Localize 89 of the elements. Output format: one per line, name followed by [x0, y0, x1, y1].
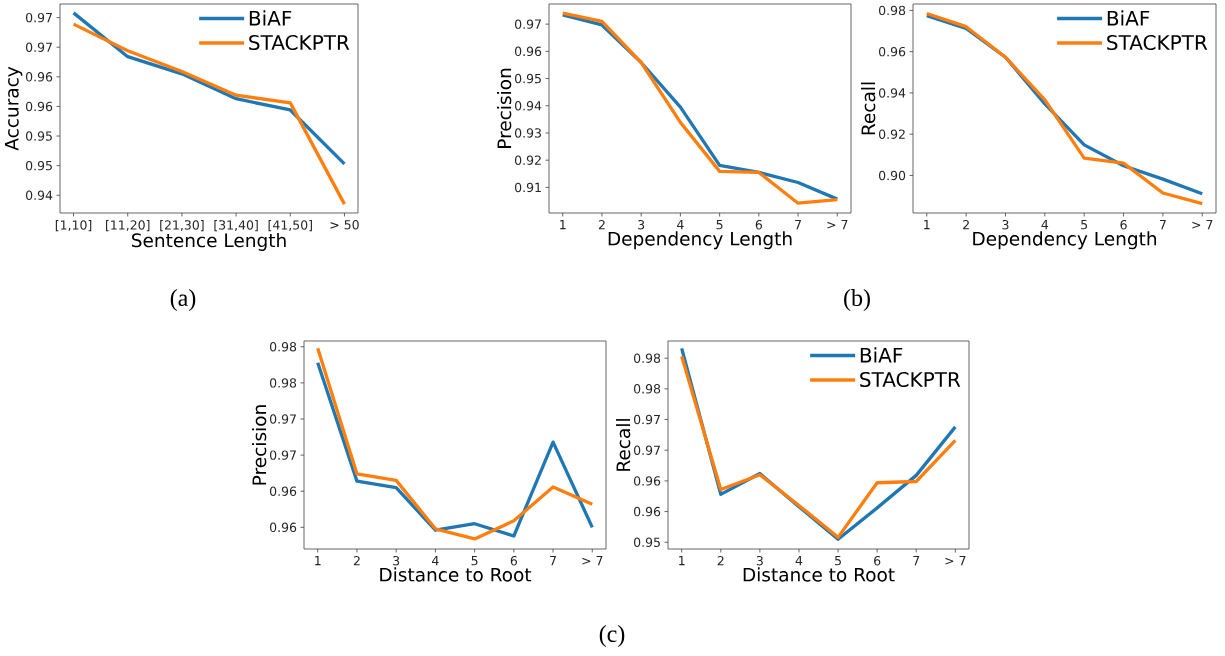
x-tick-label: 5 [835, 556, 841, 566]
x-tick-label: > 7 [945, 556, 966, 566]
y-tick-label: 0.96 [633, 476, 661, 486]
x-tick-label: 4 [677, 220, 684, 230]
y-tick-label: 0.96 [269, 486, 297, 496]
x-tick-label: 7 [795, 220, 801, 230]
text: (b) [844, 289, 870, 311]
x-tick-label: 1 [560, 220, 566, 230]
x-tick-label: > 50 [330, 220, 359, 230]
legend-label: BiAF [1107, 10, 1150, 26]
y-tick-label: 0.96 [514, 46, 542, 57]
x-tick-label: > 7 [827, 220, 848, 230]
x-tick-label: 2 [717, 556, 724, 566]
y-tick-label: 0.94 [25, 190, 53, 200]
x-tick-label: 2 [353, 556, 360, 566]
x-tick-label: 6 [1120, 220, 1127, 230]
y-tick-label: 0.93 [514, 128, 541, 138]
x-tick-label: 5 [716, 220, 723, 230]
x-tick-label: 6 [874, 556, 881, 566]
legend-label: STACKPTR [1107, 34, 1208, 51]
y-tick-label: 0.97 [633, 445, 660, 455]
x-tick-label: 1 [679, 556, 685, 566]
y-tick-label: 0.98 [633, 384, 661, 394]
y-tick-label: 0.96 [633, 506, 661, 517]
y-axis-title: Precision [251, 405, 267, 485]
x-tick-label: [1,10] [55, 220, 92, 232]
y-axis-title: Precision [496, 68, 512, 148]
y-tick-label: 0.96 [878, 46, 906, 57]
y-tick-label: 0.90 [878, 170, 906, 181]
y-tick-label: 0.96 [25, 72, 53, 82]
x-tick-label: 6 [755, 220, 763, 230]
x-tick-label: [31,40] [214, 220, 258, 232]
x-tick-label: 1 [315, 556, 321, 566]
x-tick-label: 6 [510, 556, 518, 566]
x-tick-label: 4 [432, 556, 439, 566]
y-tick-label: 0.92 [514, 155, 541, 165]
y-tick-label: 0.95 [25, 131, 52, 141]
y-tick-label: 0.97 [269, 450, 296, 460]
x-tick-label: 7 [913, 556, 920, 566]
y-tick-label: 0.98 [633, 353, 661, 363]
x-tick-label: 7 [550, 556, 556, 566]
y-tick-label: 0.95 [25, 160, 52, 171]
y-tick-label: 0.98 [269, 342, 297, 352]
text: (a) [170, 289, 196, 311]
y-tick-label: 0.98 [878, 5, 906, 16]
x-axis-title: Distance to Root [743, 567, 895, 582]
legend-label: STACKPTR [249, 34, 350, 51]
x-axis-title: Dependency Length [608, 231, 792, 250]
x-tick-label: [21,30] [160, 220, 204, 232]
x-tick-label: 5 [1081, 220, 1088, 230]
y-tick-label: 0.96 [269, 522, 297, 533]
x-axis-title: Sentence Length [131, 232, 286, 251]
y-tick-label: 0.98 [269, 378, 297, 388]
y-tick-label: 0.94 [514, 101, 542, 111]
y-tick-label: 0.97 [633, 414, 660, 425]
legend-label: BiAF [249, 10, 292, 26]
x-tick-label: > 7 [582, 556, 603, 566]
legend-label: STACKPTR [860, 371, 961, 388]
text: (c) [599, 625, 625, 647]
x-tick-label: 4 [1041, 220, 1049, 230]
y-tick-label: 0.95 [633, 537, 660, 547]
x-tick-label: > 7 [1192, 220, 1213, 230]
y-axis-title: Recall [615, 419, 631, 471]
x-tick-label: [11,20] [106, 220, 150, 232]
y-tick-label: 0.97 [269, 414, 296, 424]
y-tick-label: 0.96 [25, 101, 53, 112]
x-tick-label: 2 [963, 220, 969, 230]
y-tick-label: 0.97 [514, 19, 541, 29]
y-tick-label: 0.91 [514, 182, 541, 193]
x-tick-label: 3 [1002, 220, 1009, 230]
x-tick-label: 3 [756, 556, 763, 566]
y-axis-title: Recall [860, 82, 876, 135]
x-axis-title: Dependency Length [973, 231, 1157, 250]
x-tick-label: 3 [393, 556, 400, 566]
x-tick-label: 4 [795, 556, 803, 566]
legend-label: BiAF [860, 347, 903, 363]
x-tick-label: 2 [598, 220, 605, 230]
y-axis-title: Accuracy [4, 66, 23, 151]
x-tick-label: 5 [471, 556, 478, 566]
x-tick-label: 1 [924, 220, 930, 230]
y-tick-label: 0.92 [878, 129, 905, 139]
y-tick-label: 0.94 [878, 88, 906, 98]
y-tick-label: 0.95 [514, 73, 541, 84]
x-tick-label: 7 [1159, 220, 1166, 230]
x-axis-title: Distance to Root [380, 567, 532, 582]
x-tick-label: 3 [638, 220, 645, 230]
x-tick-label: [41,50] [268, 220, 312, 232]
y-tick-label: 0.97 [25, 12, 52, 23]
y-tick-label: 0.97 [25, 42, 52, 52]
